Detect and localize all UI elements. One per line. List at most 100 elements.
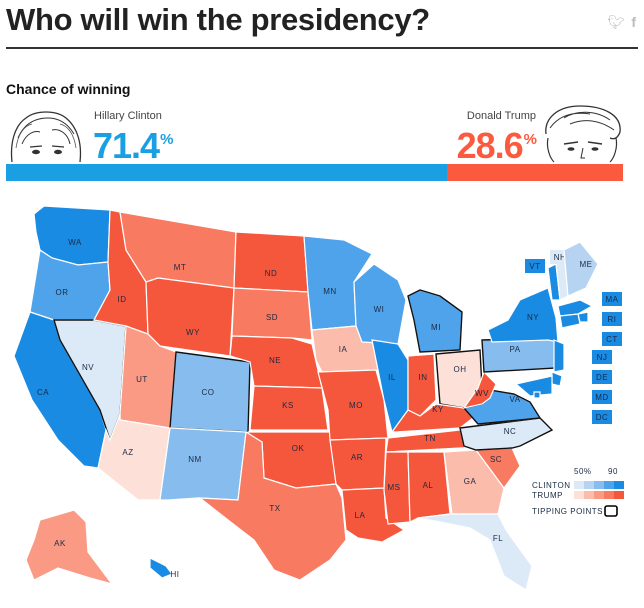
legend-clinton-label: CLINTON xyxy=(532,481,570,490)
state-wy[interactable] xyxy=(145,277,235,357)
trump-swatch-1 xyxy=(584,491,594,499)
state-label-sd: SD xyxy=(266,313,278,322)
state-label-mi: MI xyxy=(431,323,441,332)
state-label-ma: MA xyxy=(606,295,619,304)
state-label-or: OR xyxy=(56,288,69,297)
clinton-chance-value: 71.4 xyxy=(93,125,160,166)
state-label-wi: WI xyxy=(374,305,385,314)
state-ga[interactable] xyxy=(443,449,505,515)
state-label-nh: NH xyxy=(554,253,567,262)
legend-scale-low: 50% xyxy=(574,467,592,476)
state-in[interactable] xyxy=(407,353,437,417)
state-box-ri[interactable] xyxy=(602,312,622,326)
state-box-md[interactable] xyxy=(592,390,612,404)
state-nd[interactable] xyxy=(233,231,309,293)
state-label-dc: DC xyxy=(596,413,609,422)
state-ny[interactable] xyxy=(487,287,559,343)
state-label-oh: OH xyxy=(454,365,467,374)
clinton-swatch-1 xyxy=(584,481,594,489)
state-label-md: MD xyxy=(595,393,608,402)
state-label-nj: NJ xyxy=(597,353,608,362)
probability-bar xyxy=(6,164,623,181)
state-label-tn: TN xyxy=(424,434,436,443)
electoral-map: WA OR CA NV ID MT WY UT AZ CO NM ND SD NE KS OK TX MN IA MO… xyxy=(13,205,624,591)
state-label-mn: MN xyxy=(323,287,336,296)
state-label-co: CO xyxy=(202,388,215,397)
state-label-wy: WY xyxy=(186,328,200,337)
clinton-swatch-2 xyxy=(594,481,604,489)
clinton-chance: 71.4% xyxy=(93,120,173,166)
state-box-nj[interactable] xyxy=(592,350,612,364)
state-dc[interactable] xyxy=(533,391,541,399)
state-fl[interactable] xyxy=(417,513,533,591)
state-box-ma[interactable] xyxy=(602,292,622,306)
state-label-fl: FL xyxy=(493,534,503,543)
facebook-icon[interactable]: f xyxy=(631,14,636,30)
state-label-ky: KY xyxy=(432,405,444,414)
trump-chance-unit: % xyxy=(523,131,537,148)
twitter-icon[interactable]: 🐦︎ xyxy=(607,14,626,30)
state-label-nd: ND xyxy=(265,269,278,278)
clinton-name: Hillary Clinton xyxy=(94,110,162,122)
state-label-vt: VT xyxy=(529,262,540,271)
state-box-vt[interactable] xyxy=(525,259,545,273)
trump-swatch-3 xyxy=(604,491,614,499)
clinton-swatch-4 xyxy=(614,481,624,489)
state-de[interactable] xyxy=(551,371,563,387)
state-me[interactable] xyxy=(563,241,599,297)
tipping-point-outline-mi xyxy=(407,289,463,353)
state-wv[interactable] xyxy=(462,370,497,409)
state-ks[interactable] xyxy=(249,385,329,431)
state-ct[interactable] xyxy=(559,313,581,329)
state-ma[interactable] xyxy=(557,299,594,317)
state-label-ut: UT xyxy=(136,375,148,384)
state-ne[interactable] xyxy=(229,335,323,389)
state-label-ia: IA xyxy=(339,345,348,354)
state-label-nv: NV xyxy=(82,363,94,372)
state-nj[interactable] xyxy=(553,339,565,373)
clinton-swatch-0 xyxy=(574,481,584,489)
state-label-ga: GA xyxy=(464,477,477,486)
state-label-az: AZ xyxy=(122,448,133,457)
state-box-ct[interactable] xyxy=(602,332,622,346)
state-hi[interactable] xyxy=(149,557,173,579)
trump-swatch-0 xyxy=(574,491,584,499)
probability-bar-trump xyxy=(446,164,623,181)
state-md[interactable] xyxy=(514,375,553,397)
state-sd[interactable] xyxy=(231,287,313,341)
state-pa[interactable] xyxy=(481,337,557,373)
state-label-ca: CA xyxy=(37,388,49,397)
state-label-sc: SC xyxy=(490,455,502,464)
state-label-ms: MS xyxy=(388,483,401,492)
clinton-swatch-3 xyxy=(604,481,614,489)
state-label-il: IL xyxy=(388,373,396,382)
state-nm[interactable] xyxy=(159,427,247,501)
state-box-dc[interactable] xyxy=(592,410,612,424)
state-label-wv: WV xyxy=(475,389,489,398)
state-label-ne: NE xyxy=(269,356,281,365)
chance-of-winning-heading: Chance of winning xyxy=(6,81,131,97)
state-ar[interactable] xyxy=(329,437,387,491)
state-label-pa: PA xyxy=(509,345,520,354)
state-wi[interactable] xyxy=(353,263,407,345)
probability-bar-clinton xyxy=(6,164,447,181)
state-label-de: DE xyxy=(596,373,608,382)
state-label-nc: NC xyxy=(504,427,517,436)
state-ms[interactable] xyxy=(383,451,411,525)
page-title: Who will win the presidency? xyxy=(6,2,430,37)
state-box-de[interactable] xyxy=(592,370,612,384)
state-label-ok: OK xyxy=(292,444,305,453)
state-mi[interactable] xyxy=(407,289,463,353)
trump-swatch-2 xyxy=(594,491,604,499)
state-label-la: LA xyxy=(355,511,366,520)
legend-tipping-label: TIPPING POINTS xyxy=(532,507,603,516)
map-legend: 50% 90 CLINTON TRUMP TIPPING POINTS xyxy=(532,467,624,517)
trump-portrait-icon xyxy=(545,105,621,163)
state-label-tx: TX xyxy=(269,504,280,513)
state-label-in: IN xyxy=(419,373,428,382)
clinton-portrait-icon xyxy=(10,111,82,163)
state-label-nm: NM xyxy=(188,455,201,464)
state-ak[interactable] xyxy=(25,509,114,586)
state-tx[interactable] xyxy=(198,430,347,581)
state-label-ks: KS xyxy=(282,401,294,410)
